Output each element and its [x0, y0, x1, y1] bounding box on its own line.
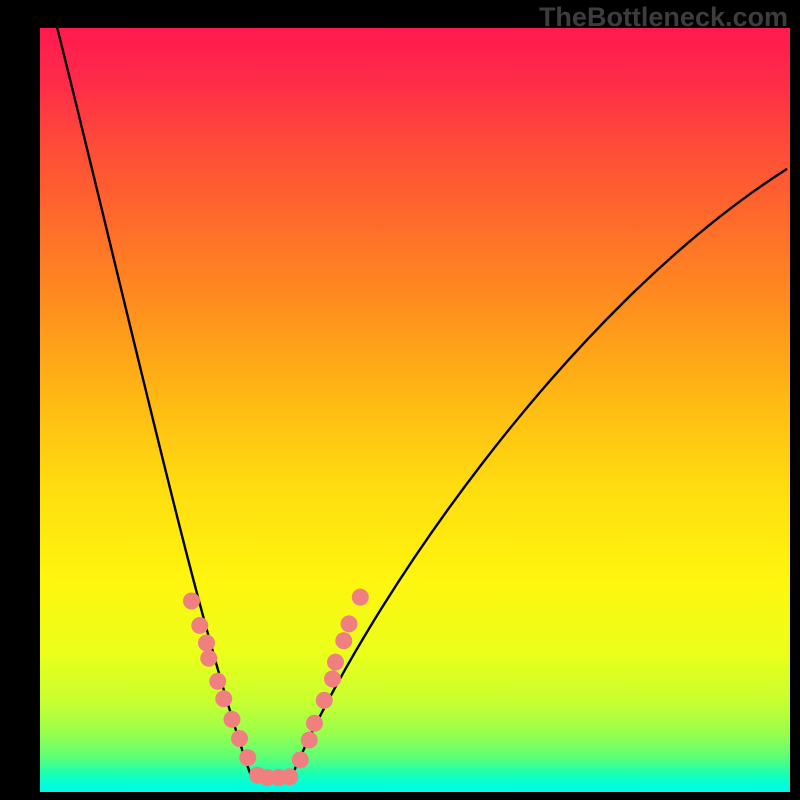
- marker-dot: [209, 673, 226, 690]
- marker-dot: [191, 617, 208, 634]
- gradient-background: [40, 28, 790, 792]
- marker-dot: [215, 690, 232, 707]
- marker-dot: [327, 654, 344, 671]
- watermark-label: TheBottleneck.com: [539, 2, 788, 33]
- marker-dot: [231, 730, 248, 747]
- marker-dot: [239, 749, 256, 766]
- marker-dot: [324, 670, 341, 687]
- marker-dot: [183, 593, 200, 610]
- marker-dot: [306, 715, 323, 732]
- marker-dot: [292, 751, 309, 768]
- plot-area: [40, 28, 790, 792]
- marker-dot: [198, 635, 215, 652]
- marker-dot: [316, 692, 333, 709]
- marker-dot: [335, 632, 352, 649]
- chart-container: TheBottleneck.com: [0, 0, 800, 800]
- chart-svg: [40, 28, 790, 792]
- marker-dot: [224, 711, 241, 728]
- marker-dot: [341, 615, 358, 632]
- marker-dot: [301, 732, 318, 749]
- marker-dot: [352, 589, 369, 606]
- marker-dot: [281, 768, 298, 785]
- marker-dot: [200, 650, 217, 667]
